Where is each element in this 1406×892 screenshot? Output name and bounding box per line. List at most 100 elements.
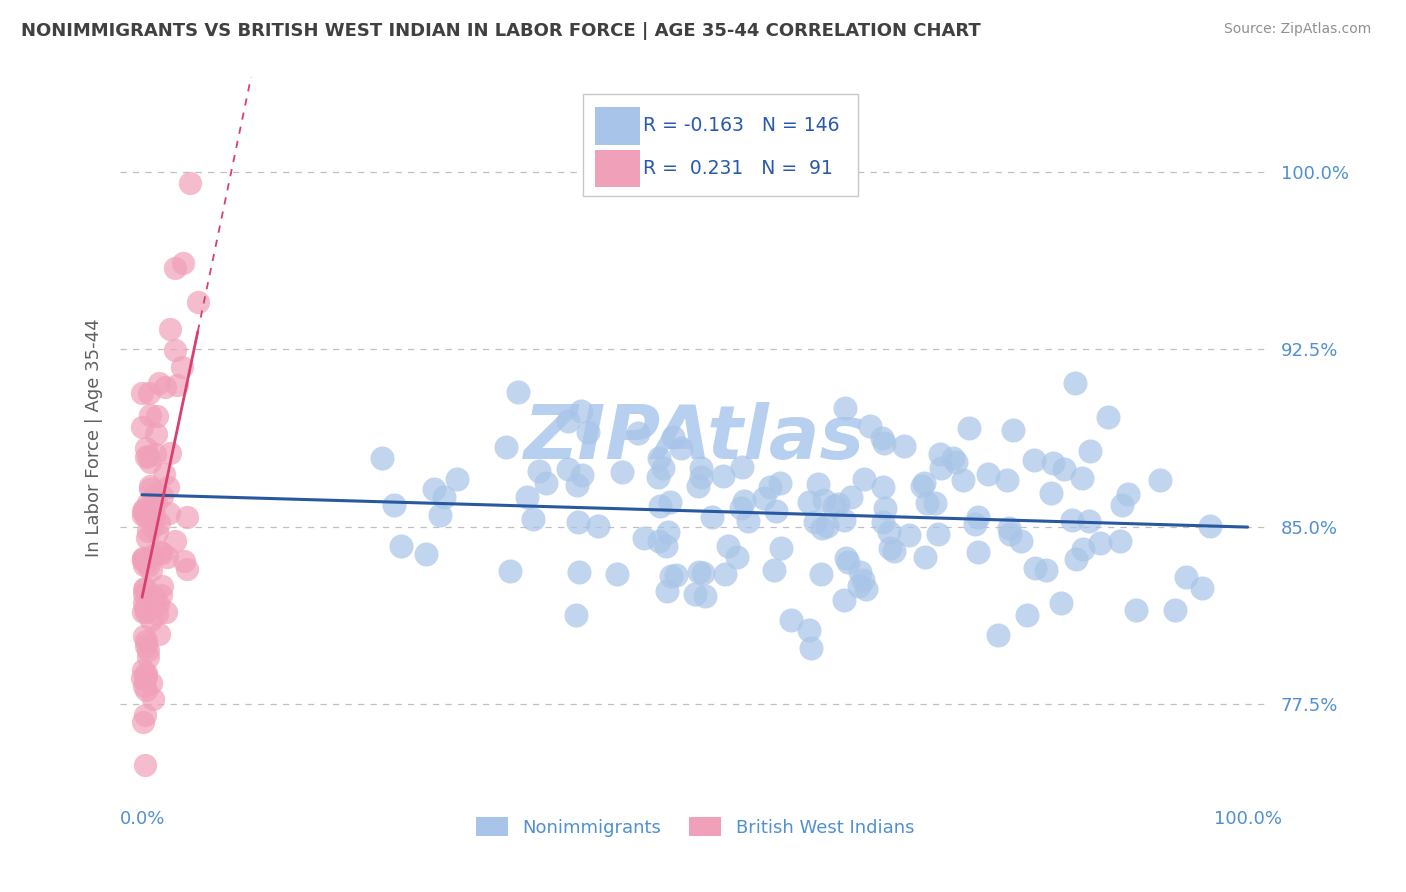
Point [945, 455, 967, 469]
Point [700, 510, 723, 524]
Point [655, 584, 678, 599]
Point [157, 506, 180, 520]
Point [586, 519, 609, 533]
Point [1191, 581, 1213, 595]
Point [138, 455, 160, 469]
Point [811, 521, 834, 535]
Point [1024, 561, 1046, 575]
Point [135, 508, 157, 523]
Point [135, 441, 157, 455]
Point [155, 605, 177, 619]
Point [131, 671, 153, 685]
Point [763, 563, 786, 577]
Y-axis label: In Labor Force | Age 35-44: In Labor Force | Age 35-44 [86, 318, 103, 558]
Point [1118, 487, 1140, 501]
Point [142, 509, 165, 524]
Point [765, 504, 787, 518]
Point [1015, 607, 1038, 622]
Point [834, 513, 856, 527]
Point [139, 482, 162, 496]
Point [952, 473, 974, 487]
Point [995, 473, 1018, 487]
Point [135, 665, 157, 680]
Point [1071, 471, 1094, 485]
Point [685, 587, 707, 601]
Point [997, 521, 1019, 535]
Point [797, 624, 820, 638]
Point [571, 468, 593, 483]
Point [134, 581, 156, 595]
Point [942, 451, 965, 466]
Point [423, 483, 446, 497]
Point [134, 596, 156, 610]
Point [141, 563, 163, 577]
Point [658, 494, 681, 508]
Text: R = -0.163   N = 146: R = -0.163 N = 146 [643, 116, 839, 136]
Point [148, 516, 170, 531]
Point [150, 489, 173, 503]
Point [150, 588, 173, 602]
Point [754, 491, 776, 505]
Point [172, 256, 194, 270]
Point [647, 469, 669, 483]
Point [1022, 452, 1045, 467]
Point [134, 708, 156, 723]
Point [627, 426, 650, 441]
Point [661, 430, 683, 444]
Point [139, 479, 162, 493]
Point [132, 552, 155, 566]
Point [911, 479, 934, 493]
Point [804, 515, 827, 529]
Point [665, 568, 688, 582]
Text: Source: ZipAtlas.com: Source: ZipAtlas.com [1223, 22, 1371, 37]
Point [669, 441, 692, 455]
Point [870, 431, 893, 445]
Point [769, 541, 792, 555]
Point [135, 683, 157, 698]
Point [1174, 570, 1197, 584]
Point [516, 490, 538, 504]
Point [714, 567, 737, 582]
Point [165, 343, 187, 358]
Point [132, 630, 155, 644]
Point [1090, 536, 1112, 550]
Point [659, 569, 682, 583]
Point [1097, 410, 1119, 425]
Point [132, 558, 155, 573]
Point [1149, 473, 1171, 487]
Point [1063, 376, 1085, 391]
Point [135, 599, 157, 613]
Point [839, 490, 862, 504]
Point [527, 464, 550, 478]
Point [134, 587, 156, 601]
Point [135, 639, 157, 653]
Point [138, 524, 160, 539]
Point [1109, 534, 1132, 549]
Point [132, 664, 155, 678]
Point [1077, 514, 1099, 528]
Point [893, 439, 915, 453]
Point [987, 628, 1010, 642]
Point [132, 715, 155, 730]
Text: ZIPAtlas: ZIPAtlas [524, 401, 866, 475]
Point [648, 450, 671, 465]
Point [145, 427, 167, 442]
Point [568, 565, 591, 579]
Point [136, 496, 159, 510]
Point [142, 548, 165, 562]
Point [153, 380, 176, 394]
Point [143, 590, 166, 604]
Point [163, 260, 186, 275]
Point [565, 477, 588, 491]
Point [142, 500, 165, 515]
Point [146, 409, 169, 424]
Point [136, 599, 159, 614]
Point [433, 490, 456, 504]
Point [849, 565, 872, 579]
Point [998, 527, 1021, 541]
Point [883, 543, 905, 558]
Point [927, 526, 949, 541]
Point [924, 496, 946, 510]
Point [963, 516, 986, 531]
Legend: Nonimmigrants, British West Indians: Nonimmigrants, British West Indians [468, 810, 921, 844]
